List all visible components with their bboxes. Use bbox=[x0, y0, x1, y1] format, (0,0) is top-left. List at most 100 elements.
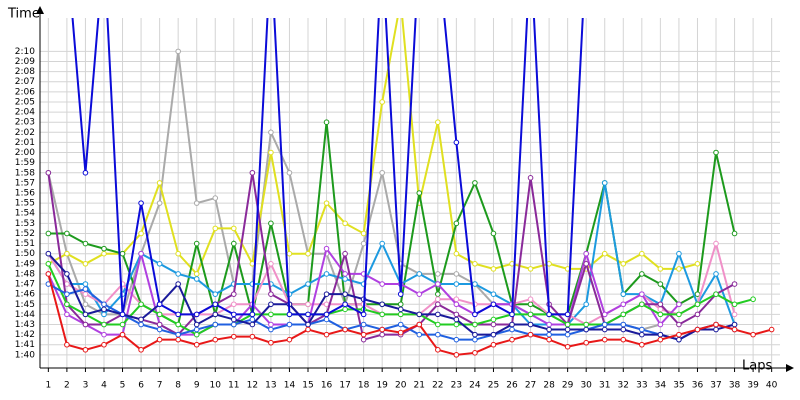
y-tick-label: 1:42 bbox=[15, 330, 35, 340]
data-point bbox=[435, 119, 441, 125]
y-tick-label: 1:45 bbox=[15, 300, 35, 310]
data-point bbox=[45, 230, 52, 237]
data-point bbox=[193, 200, 200, 206]
y-tick-label: 2:04 bbox=[15, 108, 35, 118]
data-point bbox=[305, 301, 311, 308]
data-point bbox=[546, 331, 552, 338]
x-tick-label: 39 bbox=[747, 381, 759, 391]
data-point bbox=[453, 271, 460, 277]
y-tick-label: 2:08 bbox=[15, 67, 35, 77]
data-point bbox=[175, 48, 181, 55]
data-point bbox=[416, 331, 423, 338]
data-point bbox=[231, 291, 237, 297]
data-point bbox=[138, 230, 144, 237]
data-point bbox=[620, 311, 627, 318]
data-point bbox=[119, 321, 126, 328]
data-point bbox=[564, 311, 571, 318]
data-point bbox=[398, 0, 403, 3]
data-point bbox=[564, 343, 571, 350]
data-point bbox=[138, 200, 144, 206]
data-point bbox=[453, 311, 460, 318]
data-point bbox=[472, 281, 478, 287]
data-point bbox=[509, 336, 515, 343]
data-point bbox=[564, 331, 571, 338]
y-tick-label: 1:48 bbox=[15, 269, 35, 279]
y-tick-label: 1:41 bbox=[15, 340, 35, 350]
y-tick-label: 1:59 bbox=[15, 158, 35, 168]
data-point bbox=[82, 291, 89, 297]
data-point bbox=[193, 326, 200, 333]
data-point bbox=[527, 321, 534, 328]
data-point bbox=[101, 311, 107, 318]
data-point bbox=[583, 321, 589, 328]
data-point bbox=[286, 311, 293, 318]
data-point bbox=[193, 276, 200, 282]
data-point bbox=[360, 331, 367, 338]
data-point bbox=[212, 336, 219, 343]
x-tick-label: 40 bbox=[766, 381, 778, 391]
y-tick-label: 1:54 bbox=[15, 209, 35, 219]
y-tick-label: 2:09 bbox=[15, 57, 35, 67]
data-point bbox=[620, 261, 627, 267]
data-point bbox=[472, 180, 478, 186]
data-point bbox=[453, 336, 460, 343]
x-tick-label: 14 bbox=[284, 381, 296, 391]
data-point bbox=[397, 311, 404, 318]
data-point bbox=[156, 326, 163, 333]
data-point bbox=[175, 311, 181, 318]
data-point bbox=[620, 326, 627, 333]
data-point bbox=[119, 331, 126, 338]
data-point bbox=[175, 281, 181, 287]
data-point bbox=[249, 316, 256, 323]
x-tick-label: 17 bbox=[339, 381, 350, 391]
data-point bbox=[416, 321, 423, 328]
data-point bbox=[286, 169, 293, 176]
data-point bbox=[397, 306, 404, 313]
data-point bbox=[657, 281, 664, 287]
y-tick-label: 1:57 bbox=[15, 178, 35, 188]
data-point bbox=[676, 331, 682, 338]
data-point bbox=[639, 326, 645, 333]
data-point bbox=[212, 301, 219, 308]
data-point bbox=[583, 339, 589, 346]
x-tick-label: 35 bbox=[673, 381, 684, 391]
data-point bbox=[82, 321, 89, 328]
data-point bbox=[509, 321, 515, 328]
data-point bbox=[435, 281, 441, 287]
x-tick-label: 33 bbox=[636, 381, 647, 391]
data-point bbox=[397, 329, 404, 336]
data-point bbox=[564, 321, 571, 328]
data-point bbox=[64, 271, 70, 277]
x-tick-label: 3 bbox=[83, 381, 89, 391]
series-line bbox=[71, 18, 584, 317]
data-point bbox=[175, 250, 181, 257]
data-point bbox=[305, 250, 311, 257]
data-point bbox=[379, 281, 385, 287]
data-point bbox=[45, 261, 52, 267]
data-point bbox=[342, 291, 348, 297]
data-point bbox=[82, 311, 89, 318]
data-point bbox=[601, 180, 608, 186]
x-tick-label: 30 bbox=[580, 381, 592, 391]
data-point bbox=[101, 306, 107, 313]
data-point bbox=[268, 220, 274, 227]
data-point bbox=[620, 336, 627, 343]
data-point bbox=[323, 119, 330, 125]
data-point bbox=[527, 331, 534, 338]
data-point bbox=[101, 321, 107, 328]
data-point bbox=[527, 266, 534, 272]
data-point bbox=[101, 301, 107, 308]
data-point bbox=[82, 281, 89, 287]
x-tick-label: 8 bbox=[175, 381, 181, 391]
x-tick-label: 7 bbox=[157, 381, 163, 391]
data-point bbox=[360, 311, 367, 318]
data-point bbox=[453, 296, 460, 303]
data-point bbox=[212, 225, 219, 232]
x-tick-label: 34 bbox=[655, 381, 667, 391]
data-point bbox=[768, 326, 775, 333]
data-point bbox=[713, 149, 719, 156]
data-point bbox=[453, 250, 460, 257]
data-point bbox=[527, 296, 534, 303]
y-tick-label: 1:55 bbox=[15, 199, 35, 209]
data-point bbox=[527, 175, 534, 181]
